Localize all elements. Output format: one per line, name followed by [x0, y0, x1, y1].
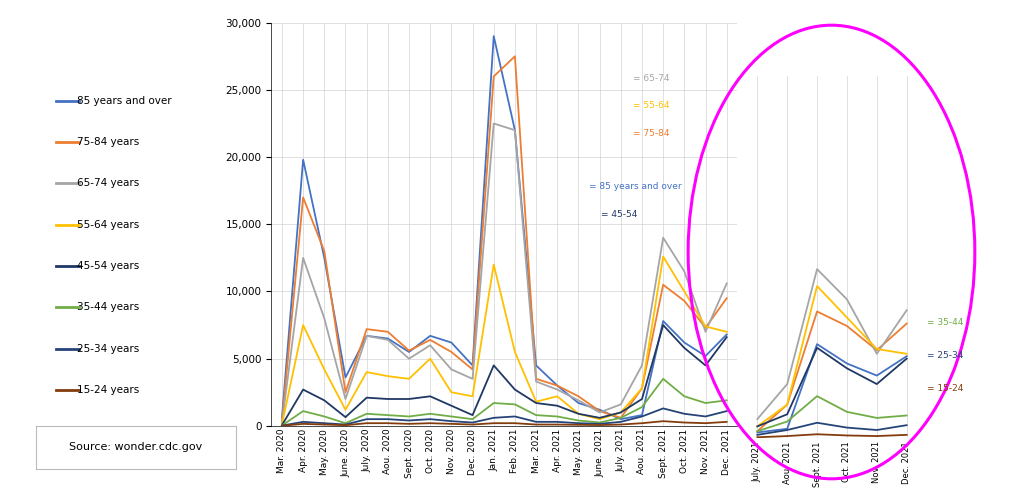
Text: 15-24 years: 15-24 years: [77, 385, 139, 395]
Text: 25-34 years: 25-34 years: [77, 344, 139, 354]
Text: = 85 years and over: = 85 years and over: [589, 182, 681, 191]
Text: = 55-64: = 55-64: [633, 101, 670, 110]
Text: = 45-54: = 45-54: [601, 210, 638, 219]
Text: = 15-24: = 15-24: [927, 384, 964, 393]
Text: 45-54 years: 45-54 years: [77, 261, 139, 271]
Text: 35-44 years: 35-44 years: [77, 302, 139, 312]
Text: 65-74 years: 65-74 years: [77, 178, 139, 188]
Text: Source: wonder.cdc.gov: Source: wonder.cdc.gov: [69, 443, 203, 452]
Text: = 65-74: = 65-74: [633, 74, 670, 83]
Text: 75-84 years: 75-84 years: [77, 137, 139, 147]
Text: = 75-84: = 75-84: [633, 129, 670, 138]
Text: 85 years and over: 85 years and over: [77, 96, 171, 106]
Text: = 25-34: = 25-34: [927, 351, 964, 360]
Text: 55-64 years: 55-64 years: [77, 220, 139, 230]
Text: = 35-44: = 35-44: [927, 318, 964, 327]
